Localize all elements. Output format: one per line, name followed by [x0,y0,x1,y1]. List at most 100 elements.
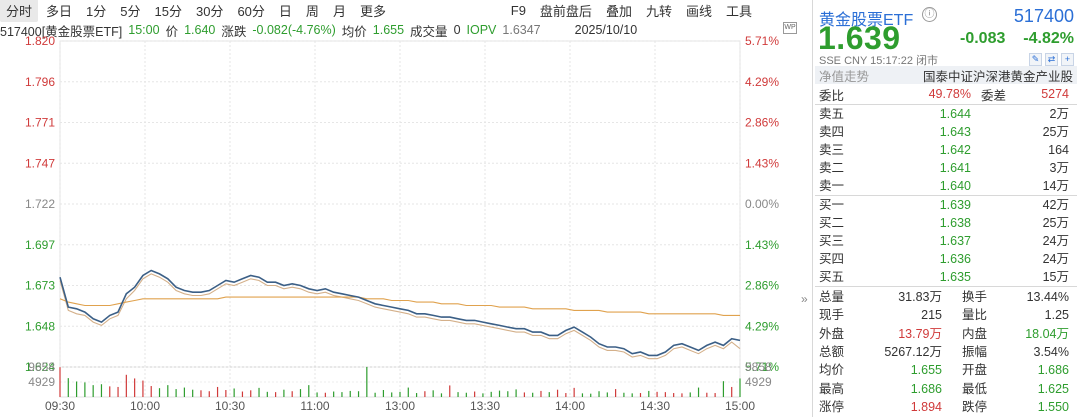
price-tick-label: 1.648 [25,319,55,333]
volume-bar [349,390,351,397]
stat-label: 总额 [819,344,845,359]
price-change-pct: -4.82% [1023,30,1074,47]
wp-icon[interactable]: WP [783,22,797,34]
volume-bar [324,392,326,397]
bids-row[interactable]: 买五 1.635 15万 [815,269,1077,286]
asks-row[interactable]: 卖一 1.640 14万 [815,178,1077,195]
volume-bar [291,391,293,397]
volume-bar [432,390,434,397]
time-tick-label: 14:00 [555,399,585,413]
tool-3[interactable]: 九转 [645,4,672,19]
level-label: 买四 [819,252,845,266]
volume-bar [391,392,393,397]
level-volume: 3万 [1049,161,1069,175]
volume-bar [615,389,617,397]
vol-tick-label-right: 4929 [745,375,772,389]
volume-bar [258,387,260,397]
tool-2[interactable]: 叠加 [605,4,632,19]
tab-8[interactable]: 周 [305,4,319,19]
level-label: 买二 [819,216,845,230]
tab-9[interactable]: 月 [332,4,346,19]
tool-4[interactable]: 画线 [685,4,712,19]
tool-0[interactable]: F9 [510,3,526,18]
period-tabs: 分时 多日 1分 5分 15分 30分 60分日周月更多 F9 盘前盘后 叠加 九转 画线 工具 [0,0,800,22]
info-change: -0.082(-4.76%) [252,23,336,37]
bids-row[interactable]: 买一 1.639 42万 [815,197,1077,214]
tool-1[interactable]: 盘前盘后 [539,4,592,19]
nav-trend-row[interactable]: 净值走势 国泰中证沪深港黄金产业股 [815,66,1077,84]
level-price: 1.635 [939,270,971,284]
stat-label: 量比 [962,308,988,323]
last-price: 1.639 [818,20,901,56]
panel-divider [812,0,813,417]
volume-bar [158,388,161,397]
tab-5[interactable]: 30分 [195,4,224,19]
stat-label: 总量 [819,290,845,304]
volume-bar [150,386,152,397]
stat-value: 3.54% [1033,344,1069,359]
volume-bar [565,393,567,397]
level-volume: 24万 [1042,252,1069,266]
intraday-chart[interactable]: 1.820 5.71% 1.796 4.29% 1.771 2.86% 1.747 1.43%… [0,30,800,417]
level-label: 卖五 [819,107,845,121]
stat-row: 外盘 13.79万 内盘 18.04万 [815,325,1077,345]
volume-bar [648,390,650,397]
volume-bar [283,389,285,397]
time-tick-label: 10:00 [130,399,160,413]
tab-1[interactable]: 多日 [46,4,73,19]
level-price: 1.639 [939,198,971,212]
tab-0[interactable]: 分时 [0,0,39,22]
bids-row[interactable]: 买三 1.637 24万 [815,233,1077,250]
asks-row[interactable]: 卖三 1.642 164 [815,142,1077,159]
stat-value: 1.894 [910,399,942,414]
tool-5[interactable]: 工具 [725,4,752,19]
avg-label: 均价 [341,24,367,39]
stat-label: 最低 [962,381,988,396]
volume-bar [731,386,733,397]
price-tick-label: 1.697 [25,238,55,252]
stat-label: 内盘 [962,326,988,341]
time-tick-label: 15:00 [725,399,755,413]
time-tick-label: 10:30 [215,399,245,413]
pct-tick-label: 5.71% [745,360,779,374]
stat-label: 振幅 [962,344,988,359]
swap-icon[interactable]: ⇄ [1045,53,1058,66]
asks-row[interactable]: 卖四 1.643 25万 [815,124,1077,141]
chg-label: 涨跌 [221,24,247,39]
tab-6[interactable]: 60分 [237,4,265,19]
pct-tick-label: 4.29% [745,75,779,89]
bids-row[interactable]: 买四 1.636 24万 [815,251,1077,268]
add-icon[interactable]: + [1061,53,1074,66]
code-name: 517400[黄金股票ETF] [0,24,123,39]
volume-bar [208,391,210,397]
tab-7[interactable]: 日 [278,4,292,19]
asks-row[interactable]: 卖二 1.641 3万 [815,160,1077,177]
asks-row[interactable]: 卖五 1.644 2万 [815,106,1077,123]
order-diff-value: 5274 [1041,87,1069,101]
expand-panel-icon[interactable]: » [801,292,808,306]
bids-row[interactable]: 买二 1.638 25万 [815,215,1077,232]
volume-bar [673,393,675,397]
volume-bar [250,390,252,397]
market-meta: SSE CNY 15:17:22 闭市 [819,55,939,67]
edit-icon[interactable]: ✎ [1029,53,1042,66]
stat-label: 开盘 [962,363,988,378]
volume-bar [465,392,467,397]
security-name[interactable]: 黄金股票ETF [819,12,914,29]
stat-value: 31.83万 [898,290,942,304]
volume-bar [175,389,177,397]
volume-bar [631,393,633,397]
info-icon[interactable]: ⓘ [922,7,937,22]
pct-tick-label: 1.43% [745,238,779,252]
tab-4[interactable]: 15分 [154,4,182,19]
tab-3[interactable]: 5分 [120,4,141,19]
volume-bar [200,390,202,397]
volume-bar [192,389,194,397]
tab-10[interactable]: 更多 [359,4,386,19]
price-tick-label: 1.747 [25,156,55,170]
volume-bar [440,393,443,397]
tab-2[interactable]: 1分 [86,4,107,19]
volume-bar [233,388,235,397]
volume-bar [183,387,185,397]
time-tick-label: 09:30 [45,399,75,413]
